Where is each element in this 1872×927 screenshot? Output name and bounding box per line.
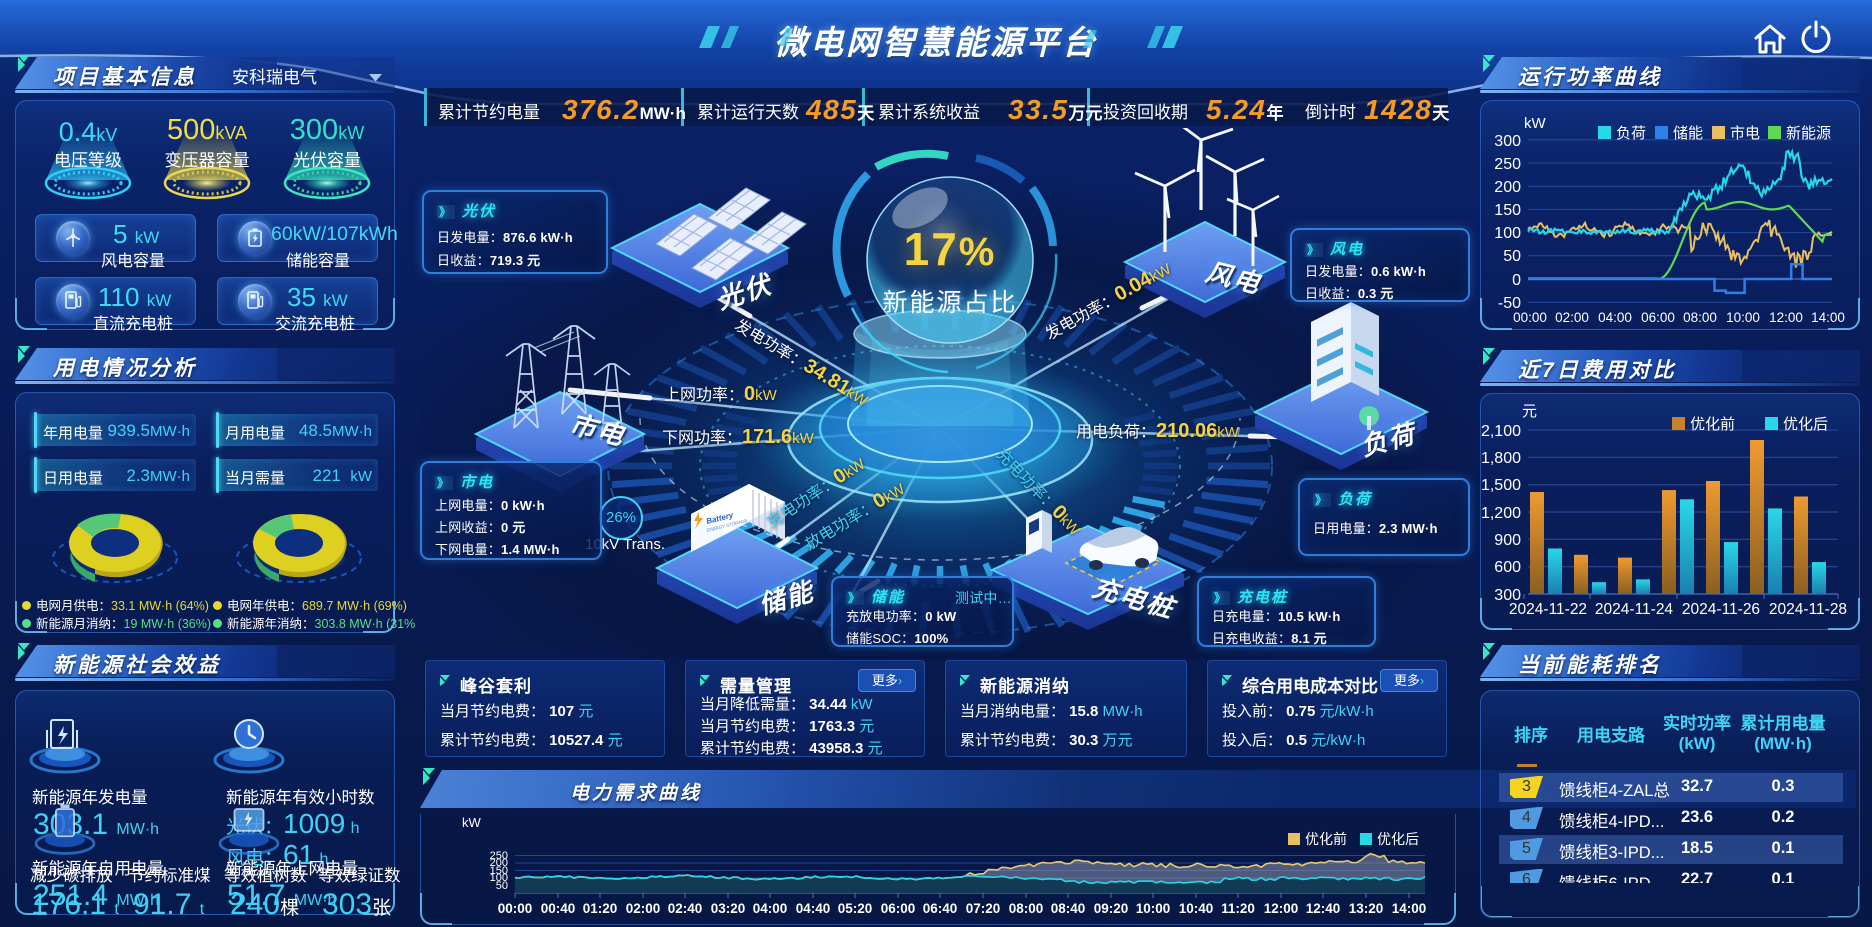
svg-text:1,200: 1,200 [1481,505,1521,522]
svg-text:08:00: 08:00 [1683,310,1717,325]
svg-text:02:00: 02:00 [1555,310,1589,325]
svg-text:03:20: 03:20 [711,901,746,916]
svg-text:150: 150 [490,865,508,877]
svg-text:10:40: 10:40 [1179,901,1214,916]
svg-text:08:40: 08:40 [1051,901,1086,916]
svg-text:06:00: 06:00 [1641,310,1675,325]
svg-text:14:00: 14:00 [1811,310,1845,325]
svg-text:02:40: 02:40 [668,901,703,916]
svg-text:1,800: 1,800 [1481,450,1521,467]
svg-text:150: 150 [1494,202,1521,219]
svg-text:11:20: 11:20 [1221,901,1255,916]
svg-text:10:00: 10:00 [1726,310,1760,325]
svg-text:14:00: 14:00 [1392,901,1427,916]
svg-text:优化前: 优化前 [1305,831,1347,847]
svg-text:06:00: 06:00 [881,901,916,916]
svg-text:05:20: 05:20 [838,901,873,916]
svg-text:00:00: 00:00 [1513,310,1547,325]
svg-text:900: 900 [1494,532,1521,549]
svg-text:-50: -50 [1498,295,1521,312]
svg-text:50: 50 [1503,248,1521,265]
svg-text:新能源: 新能源 [1786,125,1831,142]
svg-text:2024-11-22: 2024-11-22 [1509,601,1587,618]
svg-text:00:40: 00:40 [541,901,576,916]
svg-text:13:20: 13:20 [1349,901,1384,916]
svg-text:12:40: 12:40 [1306,901,1341,916]
svg-text:06:40: 06:40 [923,901,958,916]
svg-text:元: 元 [1522,403,1537,420]
svg-text:kW: kW [1524,115,1547,132]
svg-text:100: 100 [1494,225,1521,242]
svg-text:00:00: 00:00 [498,901,533,916]
svg-text:600: 600 [1494,559,1521,576]
svg-text:kW: kW [462,815,482,830]
svg-text:12:00: 12:00 [1769,310,1803,325]
svg-text:02:00: 02:00 [626,901,661,916]
svg-text:04:00: 04:00 [1598,310,1632,325]
svg-text:0: 0 [1512,272,1521,289]
svg-text:04:40: 04:40 [796,901,831,916]
svg-text:1,500: 1,500 [1481,477,1521,494]
svg-text:优化后: 优化后 [1377,831,1419,847]
svg-text:300: 300 [1494,133,1521,150]
svg-text:09:20: 09:20 [1094,901,1129,916]
svg-text:2024-11-28: 2024-11-28 [1769,601,1847,618]
svg-text:04:00: 04:00 [753,901,788,916]
svg-text:50: 50 [496,880,508,892]
svg-text:优化后: 优化后 [1783,416,1828,433]
svg-text:01:20: 01:20 [583,901,618,916]
svg-text:2024-11-26: 2024-11-26 [1682,601,1760,618]
svg-text:08:00: 08:00 [1009,901,1044,916]
svg-text:2,100: 2,100 [1481,423,1521,440]
svg-text:250: 250 [490,850,508,862]
svg-text:12:00: 12:00 [1264,901,1299,916]
svg-text:2024-11-24: 2024-11-24 [1595,601,1674,618]
svg-text:07:20: 07:20 [966,901,1001,916]
svg-text:200: 200 [1494,179,1521,196]
svg-text:100: 100 [490,872,508,884]
svg-text:优化前: 优化前 [1690,416,1735,433]
svg-text:市电: 市电 [1730,125,1760,142]
svg-text:200: 200 [490,857,508,869]
svg-text:300: 300 [1494,587,1521,604]
svg-text:负荷: 负荷 [1616,125,1646,142]
svg-text:250: 250 [1494,156,1521,173]
svg-text:储能: 储能 [1673,125,1703,142]
svg-text:10:00: 10:00 [1136,901,1171,916]
